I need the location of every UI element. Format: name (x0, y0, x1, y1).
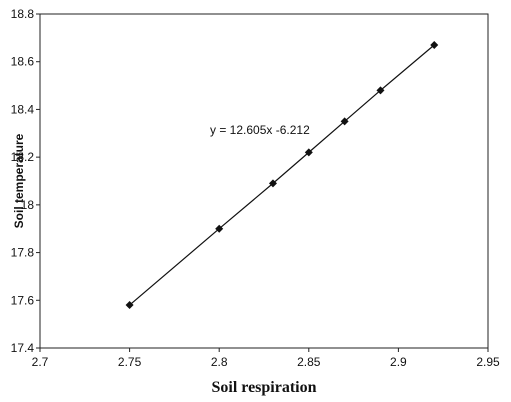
data-point (125, 301, 134, 310)
data-point (376, 86, 385, 95)
x-tick-label: 2.95 (476, 355, 500, 369)
x-tick-label: 2.7 (32, 355, 49, 369)
x-tick-label: 2.9 (390, 355, 407, 369)
x-axis-label: Soil respiration (211, 379, 316, 396)
data-point (430, 41, 439, 50)
y-tick-label: 18.2 (11, 150, 35, 164)
y-axis-label: Soil temperature (12, 133, 26, 228)
data-point (215, 224, 224, 233)
y-tick-label: 18.6 (11, 55, 35, 69)
x-tick-label: 2.75 (118, 355, 142, 369)
y-tick-label: 17.8 (11, 246, 35, 260)
y-tick-label: 17.6 (11, 293, 35, 307)
x-tick-label: 2.8 (211, 355, 228, 369)
data-point (340, 117, 349, 126)
x-tick-label: 2.85 (297, 355, 321, 369)
y-tick-label: 18 (21, 198, 35, 212)
data-point (268, 179, 277, 188)
y-tick-label: 17.4 (11, 341, 35, 355)
y-tick-label: 18.4 (11, 102, 35, 116)
data-point (304, 148, 313, 157)
equation-annotation: y = 12.605x -6.212 (210, 123, 310, 137)
plot-frame (39, 13, 489, 349)
trendline (129, 44, 435, 306)
y-tick-label: 18.8 (11, 7, 35, 21)
